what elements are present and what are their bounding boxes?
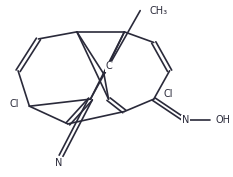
Text: Cl: Cl [164, 89, 173, 99]
Text: N: N [182, 115, 189, 125]
Text: C: C [105, 61, 112, 71]
Text: OH: OH [216, 115, 231, 125]
Text: Cl: Cl [10, 99, 19, 109]
Text: N: N [55, 158, 62, 168]
Text: CH₃: CH₃ [149, 6, 167, 16]
